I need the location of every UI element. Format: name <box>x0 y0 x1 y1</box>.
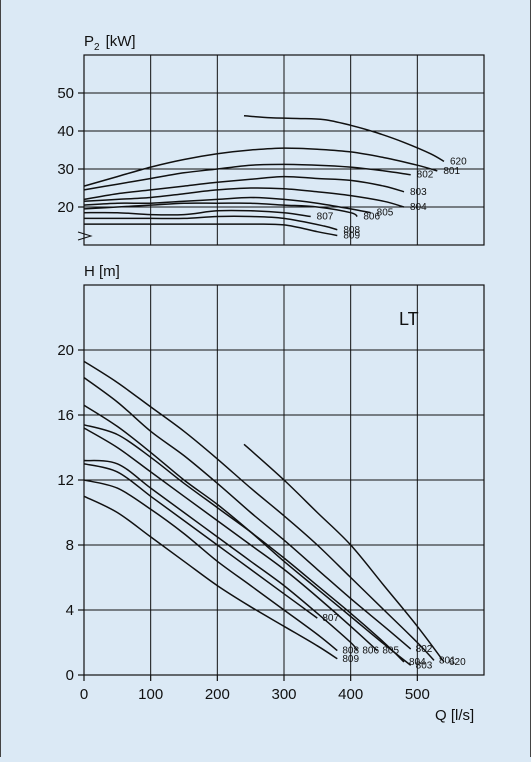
curve-802 <box>83 376 412 650</box>
y-tick-label: 20 <box>57 199 74 216</box>
x-tick-label: 100 <box>138 686 163 703</box>
curve-804 <box>83 424 405 663</box>
curve-809 <box>83 495 338 660</box>
y-tick-label: 16 <box>57 407 74 424</box>
y-tick-label: 40 <box>57 123 74 140</box>
head-axis-label: H [m] <box>84 263 120 280</box>
curve-label-806: 806 <box>363 212 380 223</box>
curve-807 <box>83 463 318 619</box>
y-tick-label: 0 <box>66 667 74 684</box>
series-group-annotation: LT <box>399 309 419 329</box>
curve-803 <box>83 175 405 201</box>
curve-label-804: 804 <box>410 202 427 213</box>
power-axis-label: P2 [kW] <box>84 33 136 53</box>
curve-label-807: 807 <box>322 613 339 624</box>
curve-label-809: 809 <box>342 654 359 665</box>
curve-806 <box>83 459 358 652</box>
curve-805 <box>83 196 371 214</box>
x-tick-label: 500 <box>405 686 430 703</box>
curve-label-801: 801 <box>439 655 456 666</box>
power-axis-break-icon <box>77 231 93 241</box>
y-tick-label: 50 <box>57 85 74 102</box>
curve-806 <box>83 202 358 218</box>
curve-801 <box>83 147 438 187</box>
head-curves <box>83 360 445 666</box>
power-curves <box>83 115 445 237</box>
curve-802 <box>83 163 411 191</box>
curve-label-809: 809 <box>343 231 360 242</box>
power-y-tick-labels: 20 30 40 50 <box>57 85 84 216</box>
y-tick-label: 30 <box>57 161 74 178</box>
curve-label-805: 805 <box>382 646 399 657</box>
curve-805 <box>83 427 378 652</box>
x-tick-label: 400 <box>338 686 363 703</box>
curve-label-801: 801 <box>443 166 460 177</box>
curve-label-805: 805 <box>377 208 394 219</box>
curve-label-804: 804 <box>409 657 426 668</box>
curve-label-807: 807 <box>317 212 334 223</box>
curve-808 <box>84 215 338 231</box>
y-tick-label: 4 <box>66 602 74 619</box>
curve-808 <box>83 479 338 652</box>
curve-620 <box>243 443 445 663</box>
y-tick-label: 8 <box>66 537 74 554</box>
curve-label-620: 620 <box>450 156 467 167</box>
curve-label-803: 803 <box>416 660 433 671</box>
curve-801 <box>83 360 435 661</box>
y-tick-label: 20 <box>57 342 74 359</box>
x-tick-label: 200 <box>205 686 230 703</box>
curve-804 <box>83 187 405 208</box>
curve-809 <box>84 223 338 237</box>
x-tick-label: 300 <box>271 686 296 703</box>
curve-label-802: 802 <box>416 644 433 655</box>
curve-label-808: 808 <box>343 225 360 236</box>
curve-label-620: 620 <box>449 657 466 668</box>
x-axis-label: Q [l/s] <box>435 707 474 724</box>
curve-label-802: 802 <box>417 170 434 181</box>
x-tick-label: 0 <box>80 686 88 703</box>
curve-807 <box>83 209 311 218</box>
curve-label-806: 806 <box>362 646 379 657</box>
curve-label-803: 803 <box>410 187 427 198</box>
curve-620 <box>243 115 445 163</box>
y-tick-label: 12 <box>57 472 74 489</box>
curve-label-808: 808 <box>342 646 359 657</box>
